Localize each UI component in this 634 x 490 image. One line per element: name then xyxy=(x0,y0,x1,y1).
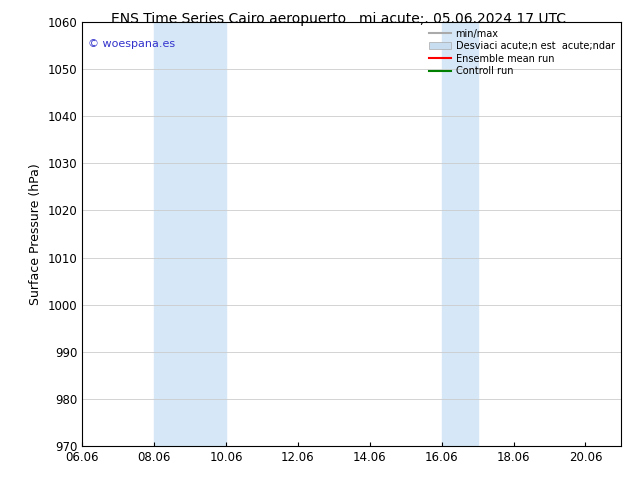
Text: ENS Time Series Cairo aeropuerto: ENS Time Series Cairo aeropuerto xyxy=(111,12,346,26)
Y-axis label: Surface Pressure (hPa): Surface Pressure (hPa) xyxy=(29,163,42,305)
Bar xyxy=(442,22,477,446)
Text: mi acute;. 05.06.2024 17 UTC: mi acute;. 05.06.2024 17 UTC xyxy=(359,12,566,26)
Bar xyxy=(154,22,226,446)
Legend: min/max, Desviaci acute;n est  acute;ndar, Ensemble mean run, Controll run: min/max, Desviaci acute;n est acute;ndar… xyxy=(427,27,616,78)
Text: © woespana.es: © woespana.es xyxy=(87,39,175,49)
